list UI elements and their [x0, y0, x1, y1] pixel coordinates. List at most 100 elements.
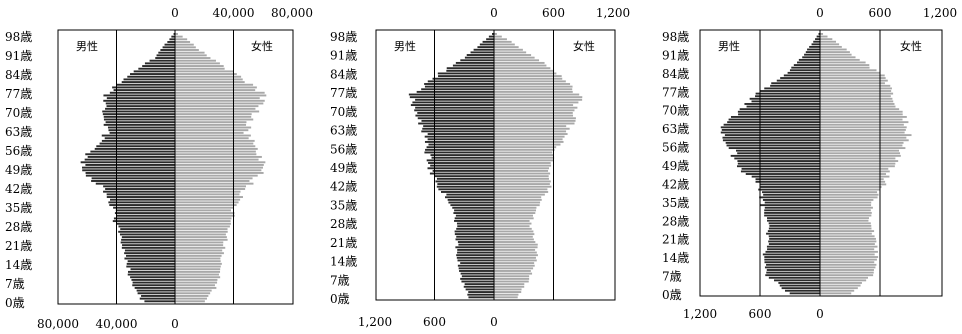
male-bar	[816, 35, 820, 38]
female-bar	[494, 117, 576, 120]
female-bar	[820, 258, 877, 261]
age-tick-label: 28歳	[330, 217, 357, 231]
age-tick-label: 35歳	[330, 198, 357, 212]
female-bar	[820, 186, 882, 188]
male-bar	[779, 284, 820, 287]
male-bar	[722, 139, 820, 142]
age-tick-label: 49歳	[5, 163, 32, 177]
female-bar	[494, 191, 549, 193]
male-bar	[465, 288, 494, 291]
male-bar	[791, 66, 820, 69]
male-bar	[110, 198, 175, 201]
female-bar	[175, 91, 265, 94]
female-bar	[820, 170, 890, 173]
female-bar	[820, 222, 871, 225]
female-bar	[175, 99, 265, 102]
age-tick-label: 42歳	[662, 177, 689, 191]
male-bar	[113, 89, 175, 92]
male-bar	[127, 273, 175, 276]
bottom-tick-label: 80,000	[37, 317, 79, 331]
female-bar	[494, 127, 570, 130]
male-bar	[82, 166, 175, 169]
female-bar	[175, 155, 262, 158]
male-bar	[780, 77, 820, 79]
male-bar	[818, 33, 820, 35]
male-bar	[424, 140, 494, 143]
top-tick-label: 80,000	[271, 6, 313, 20]
female-bar	[820, 56, 856, 59]
male-bar	[427, 138, 494, 141]
female-bar	[175, 193, 240, 196]
male-bar	[121, 236, 175, 239]
female-bar	[494, 293, 519, 296]
female-bar	[820, 141, 904, 144]
male-bar	[737, 160, 820, 162]
female-bar	[494, 183, 550, 186]
female-bar	[820, 136, 907, 139]
male-bar	[124, 252, 175, 255]
female-bar	[175, 147, 258, 150]
female-bar	[820, 263, 877, 266]
female-bar	[494, 275, 530, 278]
female-bar	[175, 131, 244, 134]
male-bar	[90, 150, 175, 153]
bottom-tick-label: 600	[423, 315, 446, 329]
female-bar	[820, 175, 890, 178]
female-bar	[175, 35, 183, 38]
male-bar	[464, 56, 494, 59]
female-bar	[494, 151, 553, 154]
female-bar	[494, 277, 530, 280]
female-bar	[494, 212, 536, 214]
female-bar	[820, 45, 842, 48]
female-bar	[175, 241, 224, 244]
female-bar	[820, 183, 887, 186]
male-bar	[127, 260, 175, 263]
female-bar	[175, 97, 260, 100]
female-bar	[175, 300, 205, 303]
female-bar	[820, 74, 885, 77]
male-bar	[767, 230, 820, 233]
male-bar	[768, 222, 820, 225]
male-bar	[456, 256, 494, 259]
male-bar	[446, 67, 494, 70]
plot-frame	[375, 29, 616, 301]
female-bar	[175, 166, 263, 169]
female-bar	[494, 225, 530, 228]
female-bar	[820, 84, 891, 87]
female-bar	[175, 204, 237, 207]
age-tick-label: 14歳	[5, 258, 32, 272]
male-bar	[121, 81, 175, 84]
male-bar	[727, 121, 820, 124]
male-bar	[781, 287, 820, 290]
male-bar	[765, 250, 820, 253]
female-bar	[820, 35, 828, 38]
female-bar	[175, 206, 234, 209]
female-bar	[494, 88, 573, 91]
age-tick-label: 7歳	[330, 273, 350, 287]
female-bar	[175, 236, 227, 239]
male-bar	[418, 122, 494, 125]
female-bar	[820, 126, 907, 129]
female-bar	[494, 188, 548, 191]
female-bar	[494, 54, 532, 56]
male-bar	[766, 232, 820, 235]
male-bar	[130, 73, 175, 76]
male-bar	[807, 48, 820, 51]
age-tick-label: 21歳	[5, 239, 32, 253]
female-bar	[494, 67, 551, 70]
male-bar	[114, 212, 175, 215]
male-bar	[460, 277, 494, 280]
male-bar	[99, 142, 175, 145]
top-tick-label: 1,200	[923, 6, 957, 20]
male-bar	[139, 297, 175, 300]
male-bar	[770, 84, 820, 87]
male-bar	[425, 148, 494, 151]
male-bar	[417, 117, 494, 120]
male-bar	[751, 175, 820, 178]
male-bar	[116, 222, 175, 225]
female-bar	[175, 102, 264, 105]
female-bar	[175, 142, 254, 145]
male-bar	[463, 285, 494, 288]
female-bar	[494, 177, 549, 180]
female-bar	[175, 260, 221, 263]
